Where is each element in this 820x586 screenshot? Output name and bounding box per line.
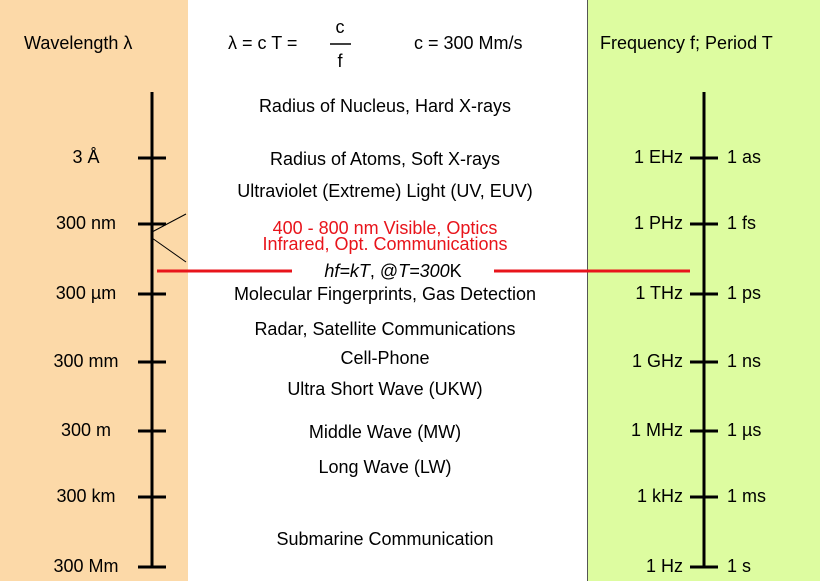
band-label: Long Wave (LW) [318, 457, 451, 477]
frequency-label: 1 THz [635, 283, 683, 303]
visible-fan [151, 213, 187, 233]
band-label: Radius of Nucleus, Hard X-rays [259, 96, 511, 116]
thermal-part: hf=kT [324, 261, 372, 281]
band-label: Ultraviolet (Extreme) Light (UV, EUV) [237, 181, 532, 201]
frequency-label: 1 MHz [631, 420, 683, 440]
wavelength-header: Wavelength λ [24, 33, 132, 53]
visible-fan [151, 237, 187, 263]
period-label: 1 µs [727, 420, 761, 440]
wavelength-label: 300 nm [56, 213, 116, 233]
band-label: Submarine Communication [276, 529, 493, 549]
frequency-header: Frequency f; Period T [600, 33, 773, 53]
period-label: 1 ns [727, 351, 761, 371]
wavelength-label: 300 Mm [53, 556, 118, 576]
thermal-part: , @ [370, 261, 398, 281]
thermal-part: T=300 [398, 261, 450, 281]
period-label: 1 ps [727, 283, 761, 303]
wavelength-label: 300 mm [53, 351, 118, 371]
thermal-part: K [450, 261, 462, 281]
wavelength-label: 300 km [56, 486, 115, 506]
frequency-label: 1 PHz [634, 213, 683, 233]
frequency-label: 1 Hz [646, 556, 683, 576]
band-label: Middle Wave (MW) [309, 422, 461, 442]
wavelength-label: 3 Å [72, 147, 99, 167]
frequency-label: 1 EHz [634, 147, 683, 167]
thermal-label: hf=kT, @T=300K [324, 261, 461, 281]
band-label: Ultra Short Wave (UKW) [287, 379, 482, 399]
wavelength-label: 300 m [61, 420, 111, 440]
formula-lhs: λ = c T = [228, 33, 297, 53]
period-label: 1 ms [727, 486, 766, 506]
band-label: Infrared, Opt. Communications [262, 234, 507, 254]
formula-denominator: f [337, 51, 343, 71]
frequency-label: 1 GHz [632, 351, 683, 371]
band-label: Cell-Phone [340, 348, 429, 368]
formula-numerator: c [336, 17, 345, 37]
band-label: Molecular Fingerprints, Gas Detection [234, 284, 536, 304]
band-label: Radar, Satellite Communications [254, 319, 515, 339]
period-label: 1 as [727, 147, 761, 167]
frequency-label: 1 kHz [637, 486, 683, 506]
band-label: Radius of Atoms, Soft X-rays [270, 149, 500, 169]
band-label: 400 - 800 nm Visible, Optics [273, 218, 498, 238]
period-label: 1 fs [727, 213, 756, 233]
wavelength-label: 300 µm [56, 283, 116, 303]
period-label: 1 s [727, 556, 751, 576]
wavelength-panel [0, 0, 188, 581]
speed-header: c = 300 Mm/s [414, 33, 523, 53]
